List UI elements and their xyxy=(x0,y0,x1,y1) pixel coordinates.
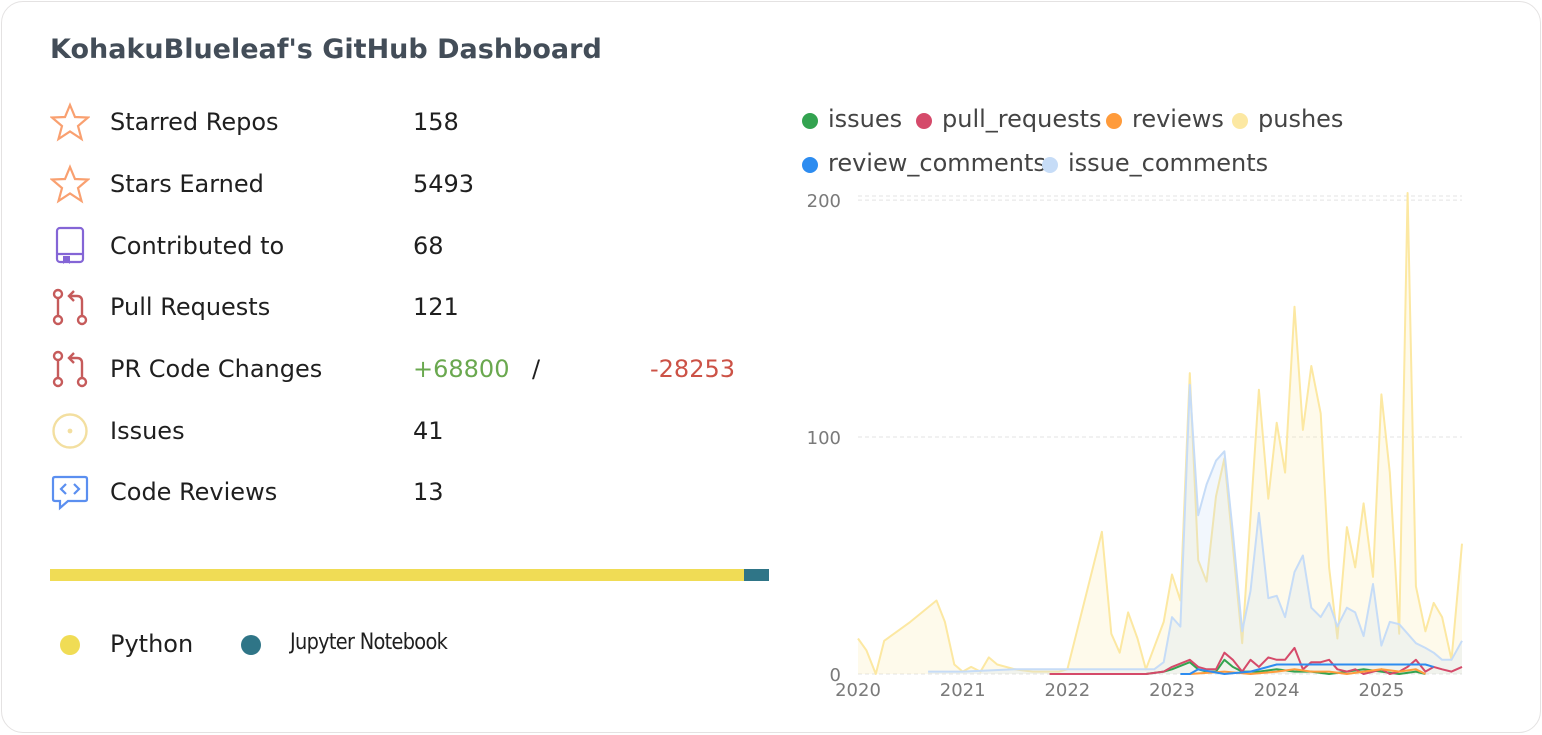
series-line-issues xyxy=(1049,658,1426,675)
legend-dot xyxy=(1106,113,1122,129)
jupyter-notebook-color-dot xyxy=(241,635,261,655)
language-bar xyxy=(50,569,769,581)
stat-row-pull-requests: Pull Requests 121 xyxy=(50,287,770,327)
stat-row-issues: Issues 41 xyxy=(50,411,770,451)
stat-value: 5493 xyxy=(413,170,475,198)
stat-label: Contributed to xyxy=(110,232,285,260)
series-line-review_comments xyxy=(1180,663,1434,675)
stat-label: Pull Requests xyxy=(110,293,271,321)
stat-row-starred-repos: Starred Repos 158 xyxy=(50,102,770,142)
language-label-jupyter-notebook: Jupyter Notebook xyxy=(290,630,448,655)
deletions-count: -28253 xyxy=(650,355,736,383)
legend-dot xyxy=(802,157,818,173)
stat-row-pr-code-changes: PR Code Changes +68800 / -28253 xyxy=(50,349,770,389)
series-line-pull_requests xyxy=(1049,646,1463,675)
star-icon xyxy=(50,102,90,142)
x-tick-label: 2022 xyxy=(1044,680,1090,701)
stat-label: Stars Earned xyxy=(110,170,264,198)
stat-label: Issues xyxy=(110,417,185,445)
y-tick-label: 0 xyxy=(830,665,841,686)
stat-value: 158 xyxy=(413,108,459,136)
series-area-issue_comments xyxy=(928,384,1462,674)
chart-grid xyxy=(858,195,1462,675)
python-color-dot xyxy=(60,635,80,655)
x-tick-label: 2021 xyxy=(940,680,986,701)
stat-value: 41 xyxy=(413,417,444,445)
legend-dot xyxy=(802,113,818,129)
x-tick-label: 2025 xyxy=(1358,680,1404,701)
legend-label: review_comments xyxy=(828,149,1046,177)
stat-value: 13 xyxy=(413,478,444,506)
stat-value: 121 xyxy=(413,293,459,321)
changes-separator: / xyxy=(532,355,541,383)
x-tick-label: 2023 xyxy=(1149,680,1195,701)
stat-value: 68 xyxy=(413,232,444,260)
additions-count: +68800 xyxy=(413,355,510,383)
star-icon xyxy=(50,164,90,204)
stat-row-contributed-to: Contributed to 68 xyxy=(50,226,770,266)
chart-axes: 0 100 200 2020 2021 2022 2023 2024 2025 xyxy=(807,191,1405,701)
stat-label: Code Reviews xyxy=(110,478,278,506)
series-line-issue_comments xyxy=(928,383,1463,673)
legend-dot xyxy=(916,113,932,129)
code-review-icon xyxy=(51,475,89,511)
y-tick-label: 200 xyxy=(807,191,841,212)
legend-label: reviews xyxy=(1132,105,1224,133)
repo-icon xyxy=(55,226,85,264)
legend-dot xyxy=(1232,113,1248,129)
language-bar-segment-jupyter-notebook xyxy=(743,569,769,581)
x-tick-label: 2024 xyxy=(1254,680,1300,701)
language-bar-segment-python xyxy=(50,569,744,581)
series-line-reviews xyxy=(1189,668,1426,675)
series-area-pushes xyxy=(858,193,1462,674)
legend-label: pushes xyxy=(1258,105,1344,133)
legend-label: issues xyxy=(828,105,903,133)
stat-label: Starred Repos xyxy=(110,108,279,136)
pull-request-icon xyxy=(52,288,88,326)
series-line-pushes xyxy=(857,192,1463,675)
issue-icon xyxy=(52,413,88,449)
legend-dot xyxy=(1042,157,1058,173)
pull-request-icon xyxy=(52,350,88,388)
chart-series xyxy=(857,192,1463,675)
legend-label: issue_comments xyxy=(1068,149,1269,177)
legend-label: pull_requests xyxy=(942,105,1102,133)
x-tick-label: 2020 xyxy=(835,680,881,701)
language-label-python: Python xyxy=(110,630,194,658)
stat-row-stars-earned: Stars Earned 5493 xyxy=(50,164,770,204)
stat-row-code-reviews: Code Reviews 13 xyxy=(50,472,770,512)
page-title: KohakuBlueleaf's GitHub Dashboard xyxy=(50,34,602,65)
stat-label: PR Code Changes xyxy=(110,355,323,383)
y-tick-label: 100 xyxy=(807,428,841,449)
